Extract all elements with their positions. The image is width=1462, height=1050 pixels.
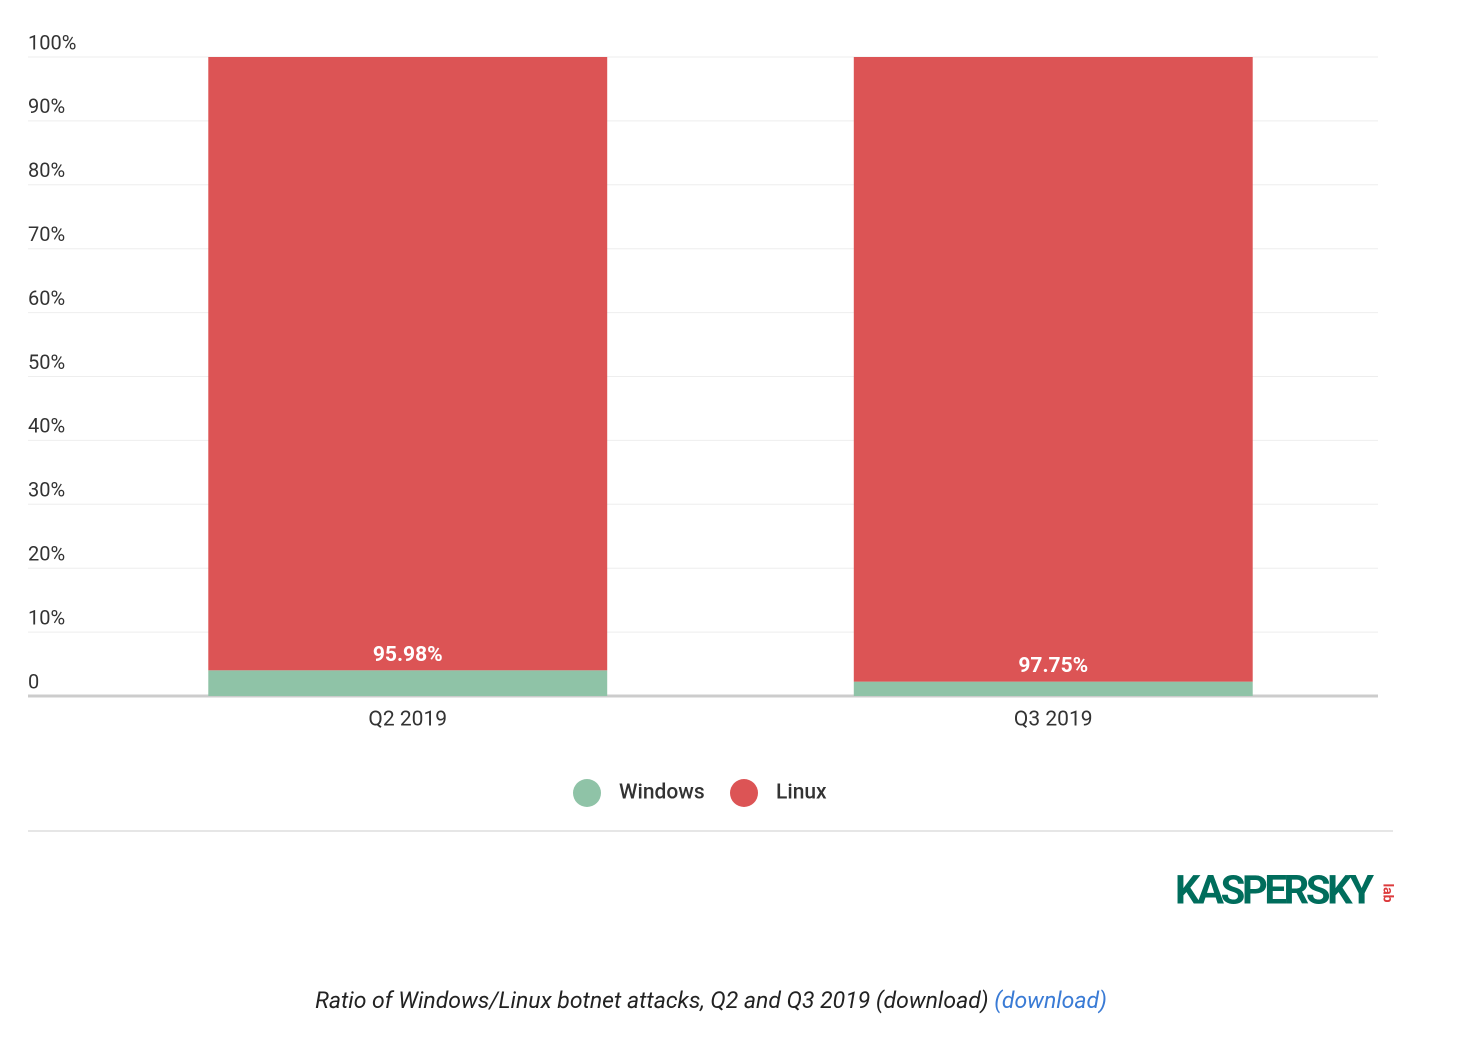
y-tick-label: 90% <box>28 94 65 118</box>
legend-marker[interactable] <box>730 779 758 807</box>
y-tick-label: 80% <box>28 158 65 182</box>
y-tick-label: 40% <box>28 414 65 438</box>
value-label: 95.98% <box>373 643 443 667</box>
y-tick-label: 10% <box>28 605 65 629</box>
y-tick-label: 0 <box>28 669 39 693</box>
x-tick-label: Q2 2019 <box>368 708 447 732</box>
bar-segment <box>853 681 1253 696</box>
bar-segment <box>853 57 1253 682</box>
y-tick-label: 70% <box>28 222 65 246</box>
caption-link[interactable]: (download) <box>994 987 1107 1014</box>
logo-sub: lab <box>1379 883 1395 902</box>
caption: Ratio of Windows/Linux botnet attacks, Q… <box>315 987 1107 1014</box>
logo-text: KASPERSKY <box>1175 867 1375 914</box>
caption-text: Ratio of Windows/Linux botnet attacks, Q… <box>315 987 989 1014</box>
y-tick-label: 100% <box>28 30 76 54</box>
y-tick-label: 60% <box>28 286 65 310</box>
legend-marker[interactable] <box>573 779 601 807</box>
legend-label[interactable]: Windows <box>619 781 705 805</box>
y-tick-label: 50% <box>28 350 65 374</box>
x-tick-label: Q3 2019 <box>1014 708 1093 732</box>
bar-segment <box>208 57 608 671</box>
y-tick-label: 30% <box>28 478 65 502</box>
y-tick-label: 20% <box>28 541 65 565</box>
value-label: 97.75% <box>1018 654 1088 678</box>
bar-segment <box>208 670 608 696</box>
legend-label[interactable]: Linux <box>776 781 827 805</box>
